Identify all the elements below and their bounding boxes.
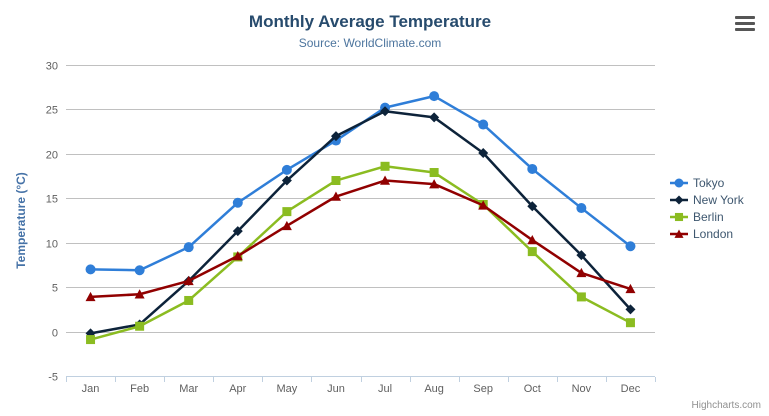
legend-symbol-marker bbox=[674, 195, 684, 205]
y-axis-tick-label: 5 bbox=[52, 283, 58, 295]
highcharts-credit-link[interactable]: Highcharts.com bbox=[691, 400, 761, 411]
data-point-tokyo[interactable] bbox=[134, 265, 145, 276]
legend-label: Berlin bbox=[693, 210, 724, 224]
legend-item-london[interactable]: London bbox=[670, 227, 744, 241]
legend-item-new-york[interactable]: New York bbox=[670, 193, 744, 207]
hamburger-menu-icon[interactable] bbox=[735, 16, 755, 31]
data-point-new-york[interactable] bbox=[281, 175, 292, 186]
triangle-series-marker-icon bbox=[670, 229, 688, 238]
data-point-tokyo[interactable] bbox=[85, 264, 96, 275]
series-new-york bbox=[85, 106, 636, 339]
x-axis-label: Nov bbox=[572, 383, 592, 395]
data-point-berlin[interactable] bbox=[135, 321, 145, 331]
y-axis-title: Temperature (°C) bbox=[14, 172, 28, 269]
data-point-berlin[interactable] bbox=[184, 295, 194, 305]
x-axis-label: Aug bbox=[424, 383, 444, 395]
y-axis-tick-label: 25 bbox=[46, 105, 58, 117]
data-point-berlin[interactable] bbox=[86, 335, 96, 345]
data-point-london[interactable] bbox=[576, 267, 587, 278]
hamburger-bar bbox=[735, 16, 755, 19]
legend-symbol-marker bbox=[674, 212, 684, 222]
data-point-new-york[interactable] bbox=[429, 112, 440, 123]
legend-label: Tokyo bbox=[693, 176, 725, 190]
data-point-new-york[interactable] bbox=[330, 131, 341, 142]
hamburger-bar bbox=[735, 22, 755, 25]
hamburger-bar bbox=[735, 28, 755, 31]
chart-title: Monthly Average Temperature bbox=[248, 12, 492, 31]
x-axis-label: May bbox=[276, 383, 297, 395]
legend-item-berlin[interactable]: Berlin bbox=[670, 210, 744, 224]
circle-series-marker-icon bbox=[670, 178, 688, 188]
data-point-london[interactable] bbox=[429, 179, 440, 189]
x-axis-label: Jul bbox=[378, 383, 392, 395]
data-point-london[interactable] bbox=[527, 235, 538, 245]
data-point-new-york[interactable] bbox=[527, 201, 538, 212]
data-point-tokyo[interactable] bbox=[527, 163, 538, 174]
y-axis-tick-label: 0 bbox=[52, 328, 58, 340]
data-point-berlin[interactable] bbox=[380, 161, 390, 171]
diamond-series-marker-icon bbox=[670, 195, 688, 205]
legend: Tokyo New York Berlin London bbox=[670, 176, 744, 241]
data-point-new-york[interactable] bbox=[380, 106, 391, 117]
data-point-london[interactable] bbox=[380, 175, 391, 185]
data-point-london[interactable] bbox=[85, 291, 96, 302]
y-axis-tick-label: 20 bbox=[46, 150, 58, 162]
x-axis-label: Mar bbox=[179, 383, 198, 395]
series-line-london[interactable] bbox=[89, 179, 632, 299]
x-axis-label: Oct bbox=[524, 383, 541, 395]
series-line-new-york[interactable] bbox=[89, 109, 632, 335]
data-point-tokyo[interactable] bbox=[429, 91, 440, 102]
x-axis-label: Sep bbox=[473, 383, 493, 395]
data-point-berlin[interactable] bbox=[282, 207, 292, 217]
series-line-tokyo[interactable] bbox=[89, 94, 632, 272]
data-point-new-york[interactable] bbox=[576, 250, 587, 261]
y-axis-tick-label: -5 bbox=[48, 372, 58, 384]
data-point-berlin[interactable] bbox=[625, 318, 635, 328]
series-london bbox=[85, 175, 636, 302]
x-axis-label: Feb bbox=[130, 383, 149, 395]
data-point-berlin[interactable] bbox=[576, 292, 586, 302]
data-point-tokyo[interactable] bbox=[183, 242, 194, 253]
legend-symbol-marker bbox=[674, 178, 684, 188]
data-point-london[interactable] bbox=[183, 275, 194, 286]
data-point-new-york[interactable] bbox=[625, 304, 636, 315]
data-point-berlin[interactable] bbox=[331, 176, 341, 186]
square-series-marker-icon bbox=[670, 212, 688, 222]
data-point-london[interactable] bbox=[478, 200, 489, 210]
data-point-tokyo[interactable] bbox=[478, 119, 489, 130]
y-axis-tick-label: 15 bbox=[46, 194, 58, 206]
legend-item-tokyo[interactable]: Tokyo bbox=[670, 176, 744, 190]
data-point-berlin[interactable] bbox=[527, 247, 537, 257]
data-point-london[interactable] bbox=[134, 289, 145, 299]
data-point-tokyo[interactable] bbox=[281, 164, 292, 175]
data-point-berlin[interactable] bbox=[429, 168, 439, 178]
data-point-tokyo[interactable] bbox=[625, 241, 636, 252]
data-point-tokyo[interactable] bbox=[232, 197, 243, 208]
y-axis-tick-label: 10 bbox=[46, 239, 58, 251]
x-axis-label: Apr bbox=[229, 383, 246, 395]
data-point-new-york[interactable] bbox=[232, 226, 243, 237]
data-point-london[interactable] bbox=[625, 283, 636, 294]
legend-symbol-marker bbox=[674, 229, 684, 238]
legend-label: London bbox=[693, 227, 734, 241]
data-point-tokyo[interactable] bbox=[576, 203, 587, 214]
data-point-london[interactable] bbox=[232, 251, 243, 261]
data-point-london[interactable] bbox=[330, 191, 341, 201]
legend-label: New York bbox=[693, 193, 744, 207]
series-tokyo bbox=[85, 91, 636, 276]
series-line-berlin[interactable] bbox=[89, 165, 632, 341]
chart-subtitle: Source: WorldClimate.com bbox=[298, 36, 442, 50]
x-axis-label: Dec bbox=[621, 383, 641, 395]
y-axis-tick-label: 30 bbox=[46, 61, 58, 73]
data-point-london[interactable] bbox=[281, 220, 292, 231]
data-point-new-york[interactable] bbox=[478, 147, 489, 158]
x-axis-label: Jun bbox=[327, 383, 345, 395]
x-axis-label: Jan bbox=[82, 383, 100, 395]
